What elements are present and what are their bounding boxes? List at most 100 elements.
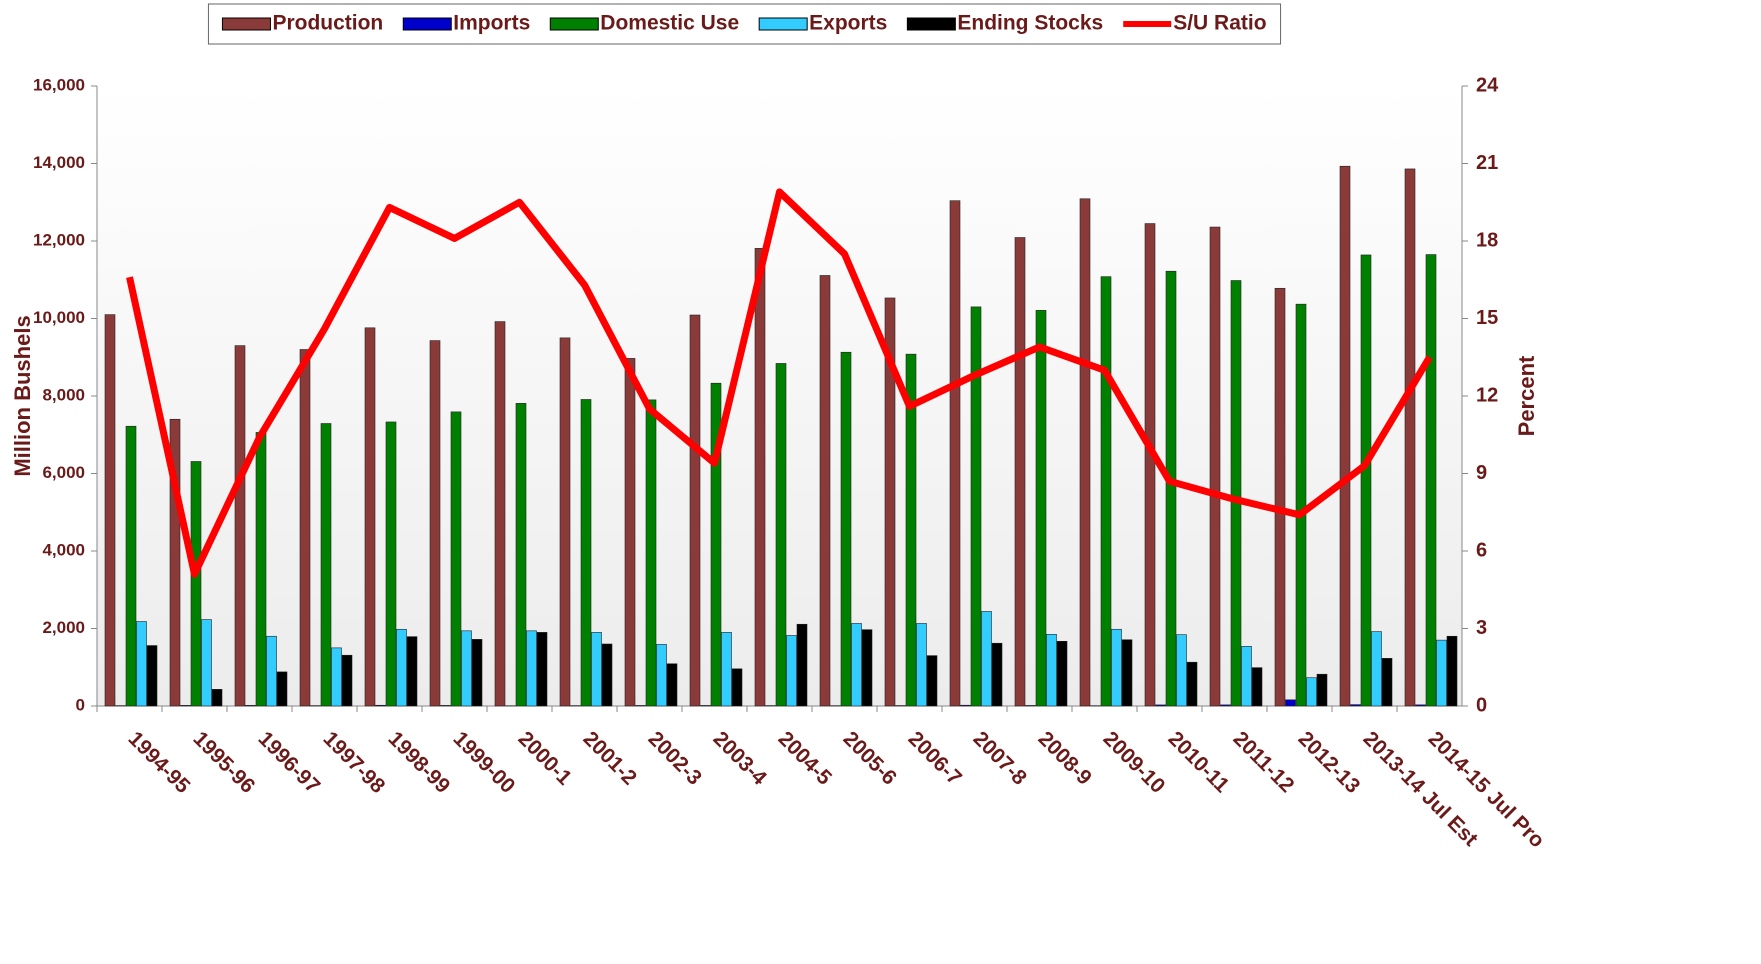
y-tick-label: 12,000 (33, 230, 85, 249)
bar (440, 705, 451, 707)
x-tick-label: 2006-7 (904, 727, 967, 790)
y2-axis-label: Percent (1514, 355, 1539, 436)
bar (1360, 254, 1372, 707)
x-tick-label: 1998-99 (384, 727, 455, 798)
bar (786, 635, 797, 707)
bar (559, 337, 571, 707)
bar (601, 643, 613, 707)
y-tick-label: 10,000 (33, 308, 85, 327)
bar (689, 314, 701, 707)
x-tick-label: 2011-12 (1229, 727, 1299, 797)
bar (396, 628, 407, 707)
bar (1176, 634, 1187, 707)
legend-swatch (758, 17, 808, 31)
bar (375, 704, 386, 707)
legend-label: Ending Stocks (957, 12, 1103, 35)
y2-tick-label: 0 (1476, 694, 1487, 716)
y-tick-label: 4,000 (42, 540, 85, 559)
bar (916, 623, 927, 707)
bar (201, 619, 212, 707)
y2-tick-label: 15 (1476, 307, 1498, 329)
y-tick-label: 16,000 (33, 75, 85, 94)
bar (515, 403, 527, 707)
bar (991, 642, 1003, 707)
bar (775, 363, 787, 707)
x-tick-label: 2000-1 (514, 727, 577, 790)
y2-tick-label: 6 (1476, 539, 1487, 561)
x-tick-label: 2007-8 (969, 727, 1032, 790)
bar (884, 297, 896, 707)
bar (721, 632, 732, 707)
bar (819, 275, 831, 707)
bar (731, 668, 743, 707)
bar (1056, 640, 1068, 707)
y-tick-label: 2,000 (42, 618, 85, 637)
bar (169, 418, 181, 707)
x-tick-label: 1997-98 (319, 727, 390, 798)
x-tick-label: 1995-96 (189, 727, 260, 798)
bar (494, 321, 506, 707)
bar (255, 432, 267, 707)
y-tick-label: 14,000 (33, 153, 85, 172)
x-tick-label: 2002-3 (644, 727, 707, 790)
bar (1014, 237, 1026, 707)
bar (580, 399, 592, 707)
bar (364, 327, 376, 707)
bar (1100, 276, 1112, 707)
legend-swatch (402, 17, 452, 31)
bar (1025, 705, 1036, 707)
bar (1241, 646, 1252, 707)
legend: Production Imports Domestic Use Exports Endi… (207, 3, 1282, 45)
bar (1186, 661, 1198, 707)
bar (1436, 639, 1447, 707)
legend-label: S/U Ratio (1173, 12, 1266, 35)
bar (1209, 226, 1221, 707)
bar (700, 705, 711, 707)
bar (981, 611, 992, 707)
legend-swatch (906, 17, 956, 31)
x-tick-label: 2008-9 (1034, 727, 1097, 790)
bar (1046, 634, 1057, 707)
bar (299, 349, 311, 707)
x-tick-label: 2001-2 (579, 727, 642, 790)
bar (1339, 165, 1351, 707)
bar (1350, 704, 1361, 707)
bar (1381, 658, 1393, 707)
x-tick-label: 2009-10 (1099, 727, 1170, 798)
bar (1446, 635, 1458, 707)
bar (211, 689, 223, 707)
legend-swatch (549, 17, 599, 31)
bar (970, 306, 982, 707)
bar (320, 423, 332, 707)
x-tick-label: 2004-5 (774, 727, 837, 790)
bar (851, 623, 862, 707)
line (126, 188, 1433, 578)
y2-tick-label: 9 (1476, 462, 1487, 484)
bar (385, 421, 397, 707)
x-tick-label: 2013-14 Jul Est (1359, 727, 1483, 851)
bar (1306, 677, 1317, 707)
bar (1316, 673, 1328, 707)
x-tick-label: 1999-00 (449, 727, 520, 798)
x-tick-label: 2014-15 Jul Pro (1424, 727, 1549, 852)
bar (125, 425, 137, 707)
bar (1111, 628, 1122, 707)
bar (960, 704, 971, 707)
y-axis-label: Million Bushels (10, 315, 35, 476)
x-tick-label: 2005-6 (839, 727, 902, 790)
bar (926, 655, 938, 707)
y2-tick-label: 12 (1476, 384, 1498, 406)
bar (1121, 639, 1133, 707)
bar (1144, 223, 1156, 707)
bar (526, 630, 537, 707)
bar (190, 461, 202, 707)
bar (1425, 254, 1437, 707)
legend-label: Imports (453, 12, 530, 35)
bar (796, 623, 808, 707)
y-tick-label: 0 (76, 695, 85, 714)
bar (1371, 631, 1382, 707)
bar (180, 705, 191, 707)
bar (341, 654, 353, 707)
bar (266, 635, 277, 707)
bar (1155, 704, 1166, 707)
